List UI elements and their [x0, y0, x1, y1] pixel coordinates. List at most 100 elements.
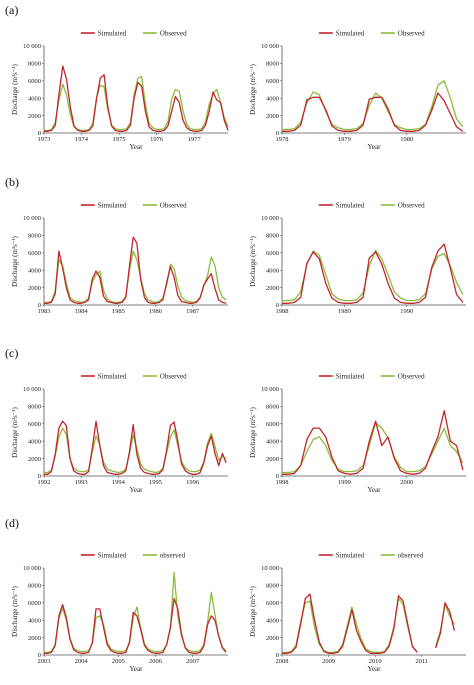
legend-label-1: Observed [160, 29, 187, 37]
x-tick-label: 1989 [338, 308, 351, 315]
x-tick-label: 1978 [276, 136, 289, 143]
series-line-simulated [282, 410, 464, 475]
y-tick-label: 8000 [266, 583, 279, 590]
y-tick-label: 8000 [28, 61, 41, 68]
y-tick-label: 2000 [28, 113, 41, 120]
y-tick-label: 2000 [28, 456, 41, 463]
legend-label-1: Observed [398, 372, 425, 380]
series-line-observed [282, 80, 464, 131]
x-tick-label: 2009 [322, 658, 335, 665]
x-tick-label: 1984 [75, 308, 89, 315]
x-tick-label: 1998 [276, 479, 289, 486]
y-tick-label: 0 [276, 130, 279, 137]
x-tick-label: 2011 [415, 658, 428, 665]
series-line-simulated [282, 92, 464, 132]
y-tick-label: 2000 [28, 635, 41, 642]
legend-label-0: Simulated [98, 372, 127, 380]
chart-3: 0 2000 4000 6000 8000 10 000 1988 1989 1990 Disch… [249, 201, 466, 315]
y-tick-label: 6000 [28, 600, 41, 607]
y-tick-label: 2000 [28, 285, 41, 292]
legend-label-1: observed [398, 551, 424, 559]
x-tick-label: 1974 [75, 136, 89, 143]
y-axis-title: Discharge (m³s⁻¹) [249, 406, 257, 457]
y-tick-label: 10 000 [23, 565, 41, 572]
x-tick-label: 1975 [113, 136, 126, 143]
x-axis-title: Year [368, 143, 382, 151]
legend-label-0: Simulated [336, 201, 365, 209]
y-tick-label: 10 000 [23, 215, 41, 222]
y-tick-label: 10 000 [261, 215, 279, 222]
series-line-simulated [44, 65, 229, 132]
x-tick-label: 1979 [338, 136, 351, 143]
y-axis-title: Discharge (m³s⁻¹) [11, 406, 19, 457]
chart-7: 0 2000 4000 6000 8000 10 000 2008 2009 2010 2011 D… [249, 551, 466, 673]
x-tick-label: 1987 [186, 308, 200, 315]
y-tick-label: 10 000 [23, 386, 41, 393]
chart-5: 0 2000 4000 6000 8000 10 000 1998 1999 2000 Disch… [249, 372, 466, 494]
x-tick-label: 2008 [276, 658, 289, 665]
x-tick-label: 1990 [400, 308, 413, 315]
x-tick-label: 1973 [38, 136, 51, 143]
series-line-simulated [282, 243, 464, 304]
y-tick-label: 2000 [266, 635, 279, 642]
chart-6: 0 2000 4000 6000 8000 10 000 2003 2004 2005 2006 2… [11, 551, 228, 673]
y-tick-label: 4000 [266, 95, 279, 102]
x-tick-label: 1993 [75, 479, 88, 486]
x-tick-label: 2005 [112, 658, 125, 665]
legend-label-0: Simulated [98, 551, 127, 559]
x-tick-label: 1996 [186, 479, 200, 486]
y-tick-label: 10 000 [261, 565, 279, 572]
y-tick-label: 6000 [266, 421, 279, 428]
x-tick-label: 1986 [149, 308, 163, 315]
x-tick-label: 1976 [150, 136, 164, 143]
legend-label-0: Simulated [98, 201, 127, 209]
y-tick-label: 2000 [266, 456, 279, 463]
y-tick-label: 6000 [266, 78, 279, 85]
y-tick-label: 8000 [28, 583, 41, 590]
legend-label-0: Simulated [336, 551, 365, 559]
panel-label-0: (a) [5, 3, 18, 17]
y-tick-label: 8000 [266, 233, 279, 240]
x-tick-label: 2004 [75, 658, 89, 665]
legend-label-1: Observed [160, 372, 187, 380]
series-line-observed [44, 250, 227, 304]
panel-label-1: (b) [5, 175, 19, 189]
y-tick-label: 4000 [28, 438, 41, 445]
x-tick-label: 1980 [400, 136, 413, 143]
y-tick-label: 4000 [28, 267, 41, 274]
x-tick-label: 2006 [149, 658, 163, 665]
y-tick-label: 0 [38, 473, 41, 480]
chart-0: 0 2000 4000 6000 8000 10 000 1973 1974 1975 1976 1… [11, 29, 229, 151]
panel-label-2: (c) [5, 346, 18, 360]
y-tick-label: 6000 [28, 250, 41, 257]
panel-label-3: (d) [5, 516, 19, 530]
legend-label-1: observed [160, 551, 186, 559]
x-tick-label: 1992 [38, 479, 51, 486]
y-axis-title: Discharge (m³s⁻¹) [249, 235, 257, 286]
series-line-observed [282, 597, 455, 654]
y-axis-title: Discharge (m³s⁻¹) [249, 585, 257, 636]
y-tick-label: 8000 [28, 404, 41, 411]
x-axis-title: Year [130, 665, 144, 673]
y-tick-label: 8000 [266, 404, 279, 411]
y-tick-label: 6000 [28, 78, 41, 85]
y-tick-label: 4000 [266, 438, 279, 445]
y-tick-label: 4000 [28, 95, 41, 102]
series-line-observed [282, 422, 464, 474]
y-tick-label: 6000 [266, 600, 279, 607]
series-line-observed [44, 571, 227, 654]
series-line-observed [44, 75, 229, 132]
y-tick-label: 0 [38, 302, 41, 309]
y-axis-title: Discharge (m³s⁻¹) [11, 63, 19, 114]
legend-label-0: Simulated [336, 29, 365, 37]
x-tick-label: 1985 [112, 308, 125, 315]
y-tick-label: 0 [38, 130, 41, 137]
x-axis-title: Year [130, 486, 144, 494]
chart-4: 0 2000 4000 6000 8000 10 000 1992 1993 1994 1995 1… [11, 372, 228, 494]
y-axis-title: Discharge (m³s⁻¹) [249, 63, 257, 114]
y-tick-label: 4000 [266, 617, 279, 624]
chart-2: 0 2000 4000 6000 8000 10 000 1983 1984 1985 1986 1… [11, 201, 228, 315]
x-tick-label: 2000 [400, 479, 413, 486]
y-tick-label: 0 [276, 302, 279, 309]
